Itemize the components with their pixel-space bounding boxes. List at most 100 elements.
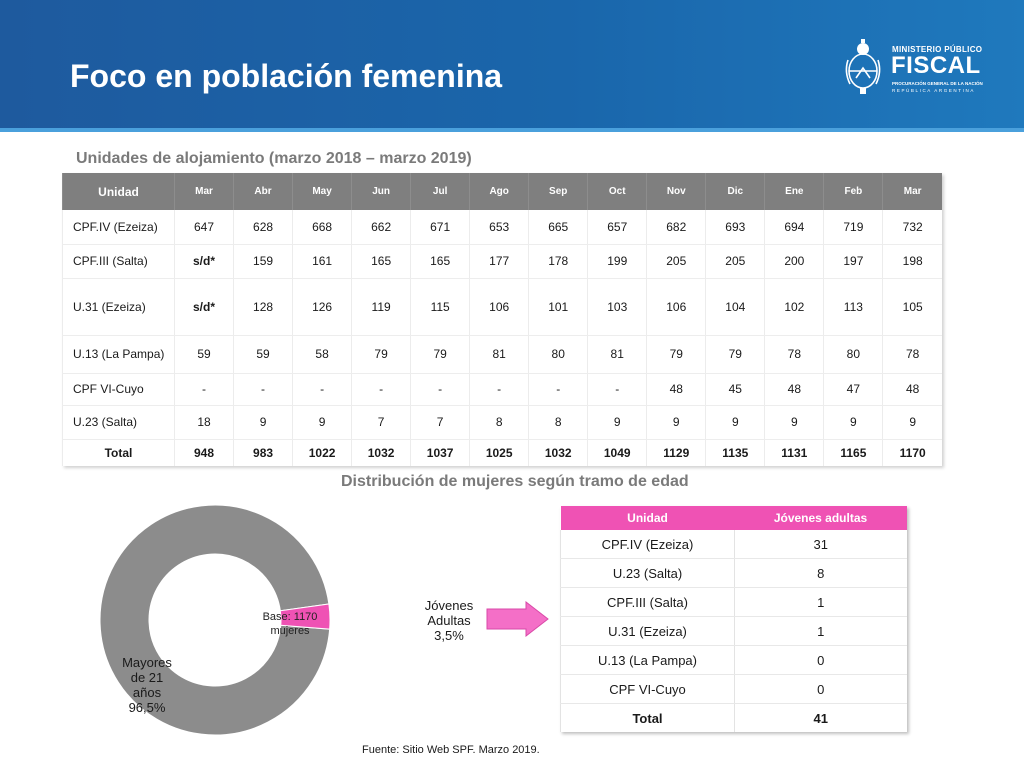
value-cell: 105 (882, 278, 942, 336)
value-cell: 628 (233, 210, 293, 245)
total-cell: 1025 (469, 439, 529, 466)
table-row: U.13 (La Pampa) 59 59 58 79 79 81 80 81 79 79 78 80 7… (62, 335, 942, 374)
total-cell: 1129 (646, 439, 706, 466)
young-adults-row: CPF.IV (Ezeiza) 31 (560, 530, 907, 559)
value-cell: 9 (646, 405, 706, 440)
value-cell: 8 (469, 405, 529, 440)
page-title: Foco en población femenina (70, 58, 503, 94)
value-cell: 9 (882, 405, 942, 440)
logo-line-fiscal: FISCAL (891, 52, 981, 79)
value-cell: 48 (764, 373, 824, 406)
table-row: U.31 (Ezeiza) s/d* 128 126 119 115 106 101 103 10… (62, 278, 942, 336)
value-cell: 128 (233, 278, 293, 336)
mayores-percent: 96,5% (128, 700, 166, 715)
value-cell: 113 (823, 278, 883, 336)
value-cell: s/d* (173, 278, 234, 336)
total-cell: 1037 (410, 439, 470, 466)
total-cell: 1135 (705, 439, 765, 466)
value-cell: 45 (705, 373, 765, 406)
young-adults-unit: CPF.III (Salta) (560, 587, 735, 617)
table-row: CPF VI-Cuyo - - - - - - - -48 45 48 47 48 (62, 373, 942, 406)
month-header: Oct (587, 173, 647, 210)
month-header: Feb (823, 173, 883, 210)
logo-line-ministerio: MINISTERIO PÚBLICO (892, 45, 983, 54)
value-cell: - (233, 373, 293, 406)
unit-cell: U.13 (La Pampa) (62, 335, 175, 374)
slice-label-mayores: Mayores de 21 años 96,5% (108, 655, 186, 715)
total-label: Total (62, 439, 175, 466)
value-cell: 197 (823, 244, 883, 279)
pink-header-unidad: Unidad (560, 506, 735, 530)
jovenes-line2: Adultas (427, 613, 471, 628)
value-cell: - (292, 373, 352, 406)
value-cell: 199 (587, 244, 647, 279)
month-header: Jun (351, 173, 411, 210)
young-adults-unit: U.13 (La Pampa) (560, 645, 735, 675)
value-cell: 693 (705, 210, 765, 245)
young-adults-total-label: Total (560, 703, 735, 732)
logo-line-procuracion: PROCURACIÓN GENERAL DE LA NACIÓN (892, 81, 983, 86)
value-cell: - (410, 373, 470, 406)
slice-label-jovenes: Jóvenes Adultas 3,5% (418, 598, 480, 643)
value-cell: 58 (292, 335, 352, 374)
value-cell: 178 (528, 244, 588, 279)
table-header-row: Unidad Mar Abr May Jun Jul Ago Sep Oct Nov Dic Ene F… (62, 173, 942, 210)
source-note: Fuente: Sitio Web SPF. Marzo 2019. (362, 744, 540, 756)
value-cell: 9 (764, 405, 824, 440)
ministerio-publico-fiscal-logo: MINISTERIO PÚBLICO FISCAL PROCURACIÓN GE… (842, 38, 992, 98)
value-cell: 719 (823, 210, 883, 245)
value-cell: 657 (587, 210, 647, 245)
value-cell: 694 (764, 210, 824, 245)
young-adults-value: 0 (734, 674, 907, 704)
value-cell: 682 (646, 210, 706, 245)
value-cell: - (469, 373, 529, 406)
value-cell: - (587, 373, 647, 406)
value-cell: 126 (292, 278, 352, 336)
month-header: Ago (469, 173, 529, 210)
total-row: Total 948 983 1022 1032 1037 1025 1032 1049 1129 1… (62, 439, 942, 466)
age-distribution-title: Distribución de mujeres según tramo de e… (341, 473, 689, 490)
mayores-line2: de 21 (130, 670, 164, 685)
value-cell: 78 (882, 335, 942, 374)
young-adults-total-value: 41 (734, 703, 907, 732)
month-header: Abr (233, 173, 293, 210)
young-adults-value: 1 (734, 616, 907, 646)
young-adults-row: U.23 (Salta) 8 (560, 558, 907, 588)
housing-units-title: Unidades de alojamiento (marzo 2018 – ma… (76, 150, 472, 167)
value-cell: 103 (587, 278, 647, 336)
value-cell: - (351, 373, 411, 406)
month-header: Sep (528, 173, 588, 210)
value-cell: 165 (410, 244, 470, 279)
young-adults-row: U.13 (La Pampa) 0 (560, 645, 907, 675)
value-cell: 9 (823, 405, 883, 440)
value-cell: 159 (233, 244, 293, 279)
value-cell: 7 (351, 405, 411, 440)
young-adults-row: CPF.III (Salta) 1 (560, 587, 907, 617)
total-cell: 1131 (764, 439, 824, 466)
value-cell: 177 (469, 244, 529, 279)
value-cell: 102 (764, 278, 824, 336)
value-cell: 668 (292, 210, 352, 245)
value-cell: 198 (882, 244, 942, 279)
value-cell: 79 (705, 335, 765, 374)
mayores-line3: años (132, 685, 162, 700)
value-cell: 732 (882, 210, 942, 245)
month-header: Mar (173, 173, 234, 210)
table-row: CPF.III (Salta) s/d* 159 161 165 165 177 178 199… (62, 244, 942, 279)
value-cell: 79 (646, 335, 706, 374)
value-cell: 9 (705, 405, 765, 440)
young-adults-unit: U.23 (Salta) (560, 558, 735, 588)
unit-cell: CPF VI-Cuyo (62, 373, 175, 406)
unit-cell: U.23 (Salta) (62, 405, 175, 440)
value-cell: 48 (646, 373, 706, 406)
total-cell: 1165 (823, 439, 883, 466)
value-cell: 205 (705, 244, 765, 279)
value-cell: 165 (351, 244, 411, 279)
value-cell: - (528, 373, 588, 406)
table-row: CPF.IV (Ezeiza) 647 628 668 662 671 653 665 657 6… (62, 210, 942, 245)
value-cell: 9 (292, 405, 352, 440)
value-cell: 101 (528, 278, 588, 336)
young-adults-value: 8 (734, 558, 907, 588)
base-label-line2: mujeres (270, 625, 310, 637)
young-adults-row: CPF VI-Cuyo 0 (560, 674, 907, 704)
